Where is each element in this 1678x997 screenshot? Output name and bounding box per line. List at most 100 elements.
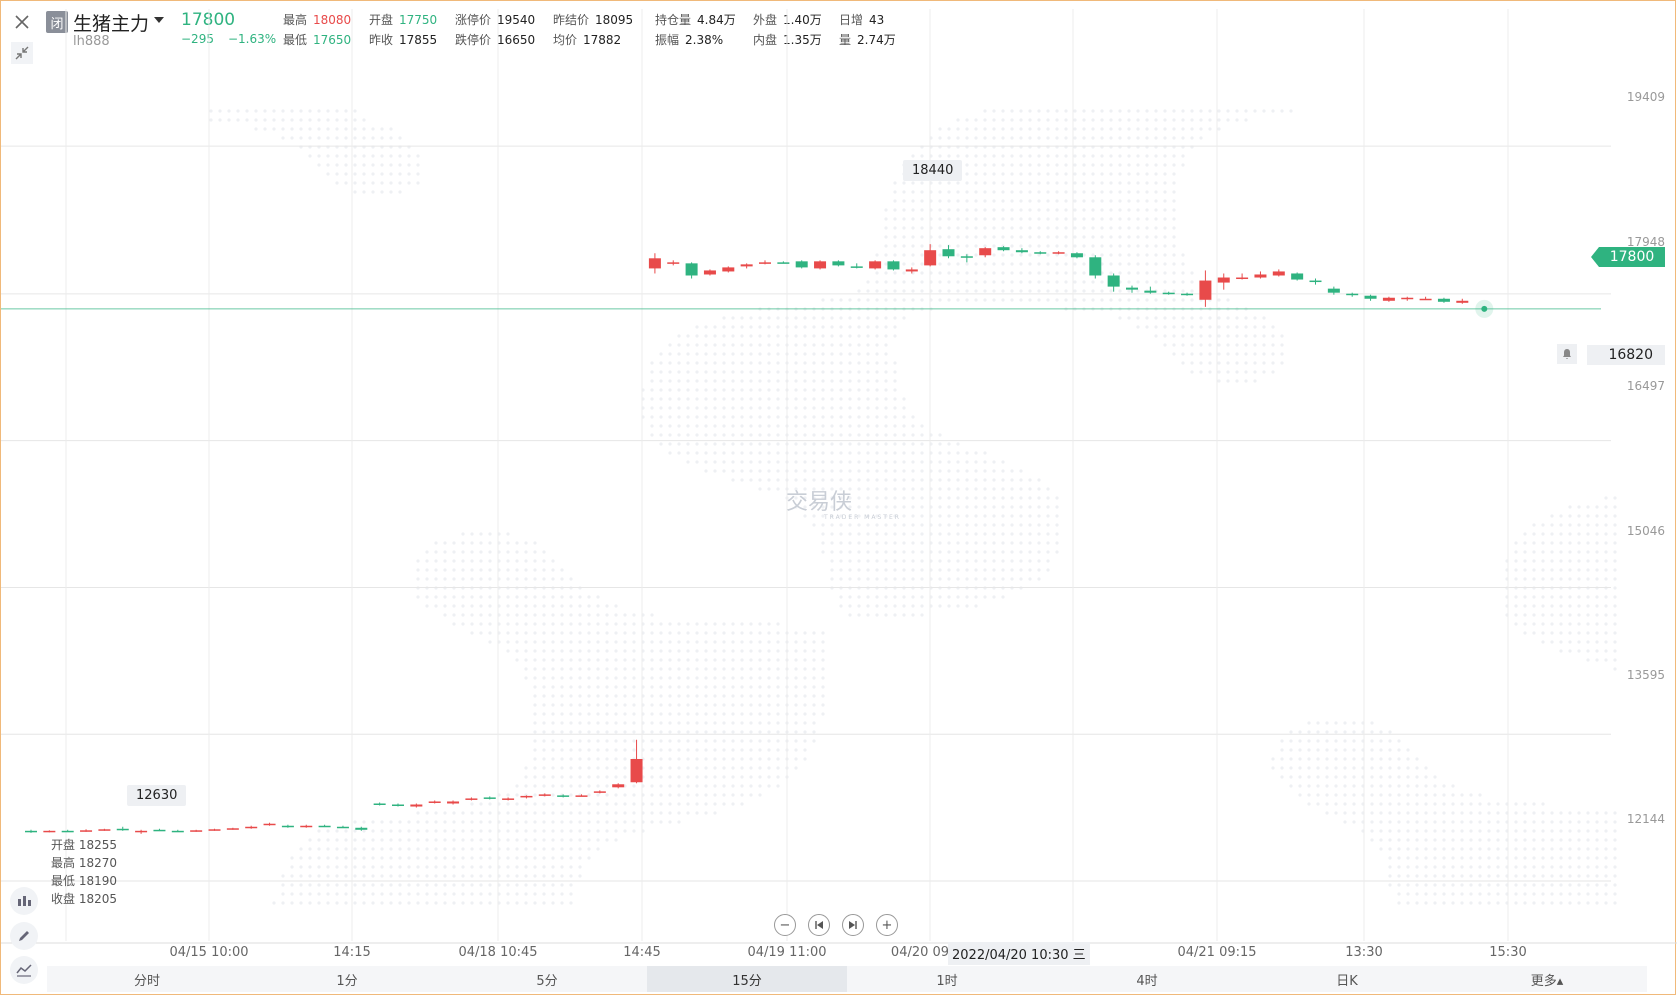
- map-dot: [1163, 334, 1167, 338]
- map-dot: [389, 181, 393, 185]
- map-dot: [983, 541, 987, 545]
- period-tab[interactable]: 更多▴: [1530, 973, 1564, 989]
- map-dot: [902, 406, 906, 410]
- draw-tool-icon[interactable]: [10, 922, 38, 950]
- period-tab[interactable]: 5分: [536, 973, 558, 989]
- map-dot: [1532, 577, 1536, 581]
- map-dot: [1118, 136, 1122, 140]
- period-tab[interactable]: 1时: [936, 973, 958, 989]
- map-dot: [524, 640, 528, 644]
- map-dot: [1550, 865, 1554, 869]
- map-dot: [1028, 532, 1032, 536]
- map-dot: [434, 856, 438, 860]
- map-dot: [1082, 181, 1086, 185]
- map-dot: [767, 361, 771, 365]
- zoom-in-icon[interactable]: +: [876, 914, 898, 936]
- map-dot: [209, 109, 213, 113]
- map-dot: [1028, 289, 1032, 293]
- map-dot: [839, 577, 843, 581]
- map-dot: [803, 685, 807, 689]
- map-dot: [1163, 127, 1167, 131]
- map-dot: [506, 577, 510, 581]
- map-dot: [560, 820, 564, 824]
- map-dot: [857, 469, 861, 473]
- map-dot: [938, 433, 942, 437]
- map-dot: [1154, 181, 1158, 185]
- close-icon[interactable]: [11, 11, 33, 33]
- map-dot: [605, 685, 609, 689]
- jump-end-icon[interactable]: [842, 914, 864, 936]
- map-dot: [1379, 730, 1383, 734]
- collapse-icon[interactable]: [11, 42, 33, 64]
- map-dot: [695, 811, 699, 815]
- map-dot: [1352, 757, 1356, 761]
- map-dot: [1181, 289, 1185, 293]
- map-dot: [1487, 856, 1491, 860]
- map-dot: [344, 892, 348, 896]
- map-dot: [920, 523, 924, 527]
- map-dot: [794, 766, 798, 770]
- map-dot: [1334, 730, 1338, 734]
- indicator-icon[interactable]: [10, 887, 38, 915]
- map-dot: [1415, 775, 1419, 779]
- map-dot: [713, 748, 717, 752]
- map-dot: [1397, 739, 1401, 743]
- map-dot: [758, 748, 762, 752]
- map-dot: [1064, 217, 1068, 221]
- map-dot: [821, 361, 825, 365]
- map-dot: [1559, 523, 1563, 527]
- instrument-title[interactable]: 生猪主力: [73, 13, 150, 35]
- price-alert-tag[interactable]: 16820: [1587, 345, 1665, 365]
- map-dot: [830, 460, 834, 464]
- map-dot: [758, 352, 762, 356]
- map-dot: [1469, 874, 1473, 878]
- map-dot: [1055, 514, 1059, 518]
- map-dot: [1001, 478, 1005, 482]
- map-dot: [632, 622, 636, 626]
- map-dot: [1298, 793, 1302, 797]
- map-dot: [479, 631, 483, 635]
- trend-line-icon[interactable]: [10, 956, 38, 984]
- map-dot: [1478, 901, 1482, 905]
- map-dot: [848, 568, 852, 572]
- map-dot: [542, 631, 546, 635]
- map-dot: [893, 487, 897, 491]
- map-dot: [947, 262, 951, 266]
- map-dot: [650, 622, 654, 626]
- period-tab[interactable]: 1分: [336, 973, 358, 989]
- map-dot: [1424, 784, 1428, 788]
- map-dot: [884, 235, 888, 239]
- map-dot: [317, 109, 321, 113]
- candle-body: [593, 791, 606, 793]
- jump-start-icon[interactable]: [808, 914, 830, 936]
- period-tab[interactable]: 日K: [1336, 973, 1358, 989]
- map-dot: [434, 892, 438, 896]
- map-dot: [1604, 550, 1608, 554]
- map-dot: [524, 559, 528, 563]
- map-dot: [569, 577, 573, 581]
- candle-body: [648, 258, 661, 269]
- map-dot: [1091, 235, 1095, 239]
- bell-icon[interactable]: [1557, 344, 1577, 364]
- period-tab[interactable]: 4时: [1136, 973, 1158, 989]
- map-dot: [578, 820, 582, 824]
- map-dot: [632, 685, 636, 689]
- map-dot: [1325, 757, 1329, 761]
- map-dot: [1172, 118, 1176, 122]
- map-dot: [839, 478, 843, 482]
- map-dot: [479, 550, 483, 554]
- quote-key: 最高: [283, 13, 308, 27]
- map-dot: [821, 505, 825, 509]
- zoom-out-icon[interactable]: −: [774, 914, 796, 936]
- map-dot: [866, 595, 870, 599]
- map-dot: [677, 685, 681, 689]
- map-dot: [866, 352, 870, 356]
- price-axis-label: 12144: [1626, 812, 1665, 826]
- map-dot: [326, 883, 330, 887]
- period-tab[interactable]: 15分: [647, 966, 847, 992]
- chevron-down-icon[interactable]: [154, 17, 164, 23]
- period-tab[interactable]: 分时: [133, 973, 160, 989]
- map-dot: [848, 577, 852, 581]
- map-dot: [758, 703, 762, 707]
